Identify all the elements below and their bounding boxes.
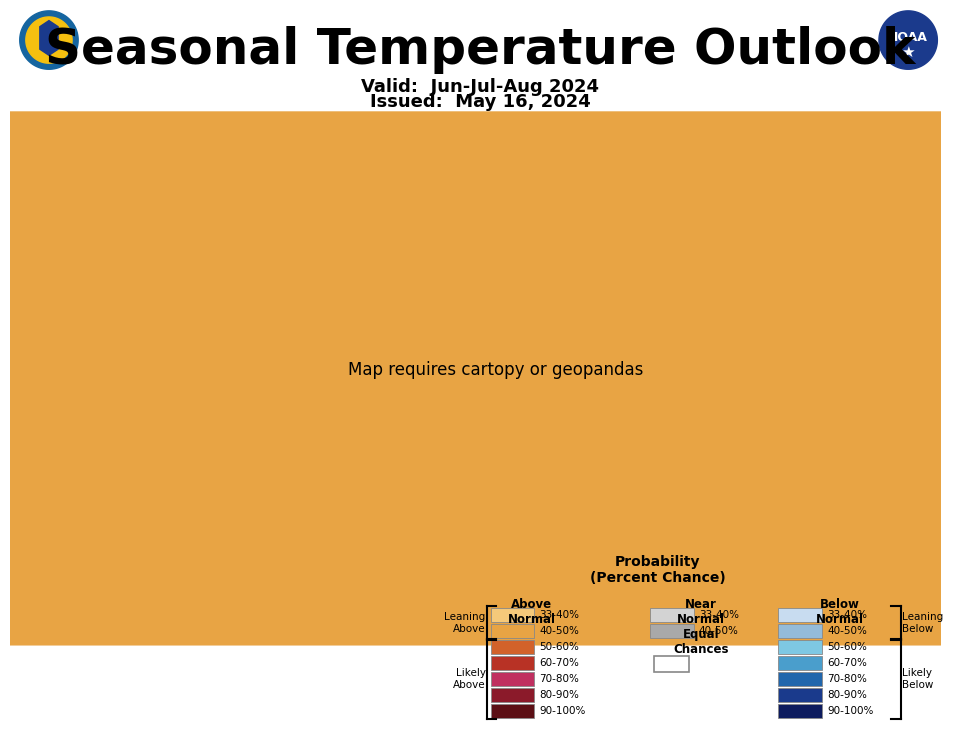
Text: Likely
Above: Likely Above bbox=[453, 669, 486, 690]
Bar bbox=[491, 656, 535, 670]
Bar bbox=[779, 704, 822, 718]
Text: 90-100%: 90-100% bbox=[828, 706, 874, 716]
Text: Near
Normal: Near Normal bbox=[678, 598, 726, 626]
Text: Equal
Chances: Equal Chances bbox=[674, 628, 729, 656]
Bar bbox=[779, 656, 822, 670]
Text: 40-50%: 40-50% bbox=[540, 626, 580, 636]
Bar bbox=[491, 672, 535, 686]
Bar bbox=[779, 672, 822, 686]
Polygon shape bbox=[20, 11, 78, 69]
Text: 33-40%: 33-40% bbox=[540, 610, 580, 620]
Bar bbox=[650, 608, 693, 622]
Text: Likely
Below: Likely Below bbox=[901, 669, 933, 690]
Bar bbox=[491, 640, 535, 654]
Text: Valid:  Jun-Jul-Aug 2024: Valid: Jun-Jul-Aug 2024 bbox=[361, 78, 599, 96]
Text: ★: ★ bbox=[901, 45, 915, 60]
Text: 33-40%: 33-40% bbox=[828, 610, 867, 620]
Bar bbox=[779, 624, 822, 638]
Text: 70-80%: 70-80% bbox=[828, 674, 867, 684]
Text: 60-70%: 60-70% bbox=[828, 658, 867, 668]
Bar bbox=[779, 640, 822, 654]
Text: Probability
(Percent Chance): Probability (Percent Chance) bbox=[589, 554, 726, 585]
Bar bbox=[650, 624, 693, 638]
Polygon shape bbox=[39, 21, 59, 55]
Polygon shape bbox=[885, 17, 931, 63]
Text: Map requires cartopy or geopandas: Map requires cartopy or geopandas bbox=[348, 361, 644, 379]
Text: 40-50%: 40-50% bbox=[699, 626, 738, 636]
Text: NOAA: NOAA bbox=[888, 30, 928, 44]
Polygon shape bbox=[879, 11, 937, 69]
Text: 60-70%: 60-70% bbox=[540, 658, 580, 668]
Text: 50-60%: 50-60% bbox=[828, 642, 867, 652]
Text: 90-100%: 90-100% bbox=[540, 706, 586, 716]
Text: 80-90%: 80-90% bbox=[828, 690, 867, 700]
Text: 50-60%: 50-60% bbox=[540, 642, 580, 652]
Bar bbox=[491, 624, 535, 638]
Text: 80-90%: 80-90% bbox=[540, 690, 580, 700]
Text: Seasonal Temperature Outlook: Seasonal Temperature Outlook bbox=[45, 26, 915, 74]
Bar bbox=[491, 704, 535, 718]
Bar bbox=[654, 656, 689, 672]
FancyBboxPatch shape bbox=[0, 111, 954, 646]
Text: Leaning
Above: Leaning Above bbox=[444, 612, 486, 634]
Polygon shape bbox=[26, 17, 72, 63]
Text: 40-50%: 40-50% bbox=[828, 626, 867, 636]
Text: Below
Normal: Below Normal bbox=[816, 598, 864, 626]
Bar bbox=[491, 689, 535, 702]
Bar bbox=[491, 608, 535, 622]
Bar bbox=[779, 608, 822, 622]
Text: Leaning
Below: Leaning Below bbox=[901, 612, 943, 634]
Text: Issued:  May 16, 2024: Issued: May 16, 2024 bbox=[370, 93, 590, 111]
Text: 70-80%: 70-80% bbox=[540, 674, 580, 684]
Text: Above
Normal: Above Normal bbox=[508, 598, 556, 626]
Text: 33-40%: 33-40% bbox=[699, 610, 739, 620]
Bar bbox=[779, 689, 822, 702]
